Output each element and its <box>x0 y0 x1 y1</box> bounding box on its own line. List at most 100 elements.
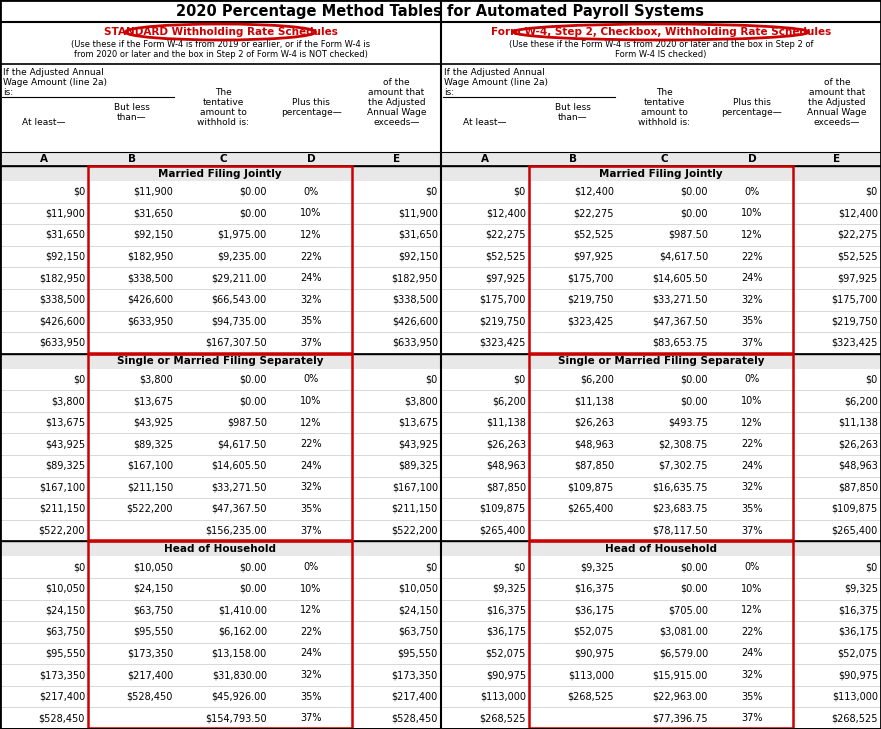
Text: 35%: 35% <box>300 316 322 327</box>
Text: amount that: amount that <box>809 87 865 96</box>
Text: $175,700: $175,700 <box>567 273 614 283</box>
Bar <box>0 542 441 556</box>
Text: 37%: 37% <box>300 338 322 348</box>
Text: $95,550: $95,550 <box>397 649 438 658</box>
Bar <box>0 664 441 686</box>
Text: Wage Amount (line 2a): Wage Amount (line 2a) <box>444 77 548 87</box>
Text: $167,100: $167,100 <box>392 483 438 492</box>
Text: Single or Married Filing Separately: Single or Married Filing Separately <box>117 356 323 366</box>
Text: D: D <box>307 154 315 164</box>
Text: $4,617.50: $4,617.50 <box>218 439 267 449</box>
Text: $705.00: $705.00 <box>668 605 708 615</box>
Text: $13,675: $13,675 <box>398 418 438 428</box>
Text: $95,550: $95,550 <box>133 627 173 637</box>
Bar <box>0 311 441 332</box>
Text: $89,325: $89,325 <box>45 461 85 471</box>
Text: $0: $0 <box>73 375 85 384</box>
Text: 0%: 0% <box>303 562 319 572</box>
Text: $175,700: $175,700 <box>832 295 878 305</box>
Text: $11,900: $11,900 <box>133 187 173 197</box>
Text: $78,117.50: $78,117.50 <box>653 526 708 536</box>
Text: $0: $0 <box>514 187 526 197</box>
Text: of the: of the <box>383 77 410 87</box>
Text: A: A <box>481 154 489 164</box>
Text: 24%: 24% <box>741 461 763 471</box>
Text: $0.00: $0.00 <box>680 584 708 593</box>
Text: A: A <box>40 154 48 164</box>
Text: $14,605.50: $14,605.50 <box>211 461 267 471</box>
Text: $0: $0 <box>426 375 438 384</box>
Text: $97,925: $97,925 <box>485 273 526 283</box>
Text: $0.00: $0.00 <box>240 562 267 572</box>
Text: $522,200: $522,200 <box>127 504 173 514</box>
Text: amount to: amount to <box>640 107 687 117</box>
Text: 35%: 35% <box>741 504 763 514</box>
Text: 0%: 0% <box>744 375 759 384</box>
Text: E: E <box>833 154 840 164</box>
Text: B: B <box>569 154 577 164</box>
Text: amount that: amount that <box>368 87 425 96</box>
Text: amount to: amount to <box>200 107 247 117</box>
Text: 12%: 12% <box>300 230 322 240</box>
Text: $167,100: $167,100 <box>127 461 173 471</box>
Text: 0%: 0% <box>744 562 759 572</box>
Text: $338,500: $338,500 <box>39 295 85 305</box>
Text: 37%: 37% <box>300 526 322 536</box>
Text: $0: $0 <box>866 187 878 197</box>
Text: $36,175: $36,175 <box>574 605 614 615</box>
Bar <box>0 369 441 390</box>
Text: $522,200: $522,200 <box>39 526 85 536</box>
Text: $12,400: $12,400 <box>838 208 878 219</box>
Bar <box>0 498 441 520</box>
Text: $4,617.50: $4,617.50 <box>659 252 708 262</box>
Text: At least—: At least— <box>22 117 66 127</box>
Text: $323,425: $323,425 <box>567 316 614 327</box>
Bar <box>0 289 441 311</box>
Text: $52,075: $52,075 <box>485 649 526 658</box>
Text: 37%: 37% <box>741 526 763 536</box>
Text: $97,925: $97,925 <box>574 252 614 262</box>
Bar <box>441 203 881 224</box>
Text: 10%: 10% <box>300 208 322 219</box>
Text: If the Adjusted Annual: If the Adjusted Annual <box>444 68 544 77</box>
Bar <box>529 354 793 540</box>
Text: $12,400: $12,400 <box>574 187 614 197</box>
Text: $83,653.75: $83,653.75 <box>653 338 708 348</box>
Text: $33,271.50: $33,271.50 <box>211 483 267 492</box>
Text: $219,750: $219,750 <box>832 316 878 327</box>
Text: 12%: 12% <box>300 418 322 428</box>
Text: is:: is: <box>444 87 454 96</box>
Text: $265,400: $265,400 <box>832 526 878 536</box>
Bar <box>441 166 881 181</box>
Text: $6,200: $6,200 <box>580 375 614 384</box>
Text: 35%: 35% <box>741 316 763 327</box>
Text: 12%: 12% <box>741 605 763 615</box>
Bar <box>0 224 441 246</box>
Text: $13,675: $13,675 <box>133 396 173 406</box>
Text: $9,325: $9,325 <box>844 584 878 593</box>
Text: $36,175: $36,175 <box>838 627 878 637</box>
Text: $24,150: $24,150 <box>45 605 85 615</box>
Text: Annual Wage: Annual Wage <box>366 107 426 117</box>
Text: tentative: tentative <box>203 98 244 106</box>
Text: (Use these if the Form W-4 is from 2020 or later and the box in Step 2 of: (Use these if the Form W-4 is from 2020 … <box>508 39 813 49</box>
Text: $338,500: $338,500 <box>127 273 173 283</box>
Text: $6,579.00: $6,579.00 <box>659 649 708 658</box>
Text: $90,975: $90,975 <box>574 649 614 658</box>
Text: $1,410.00: $1,410.00 <box>218 605 267 615</box>
Text: $7,302.75: $7,302.75 <box>658 461 708 471</box>
Text: $52,525: $52,525 <box>838 252 878 262</box>
Text: 22%: 22% <box>741 627 763 637</box>
Bar <box>0 412 441 434</box>
Bar <box>441 578 881 599</box>
Bar <box>441 707 881 729</box>
Text: $14,605.50: $14,605.50 <box>653 273 708 283</box>
Text: $22,275: $22,275 <box>485 230 526 240</box>
Bar <box>441 498 881 520</box>
Text: At least—: At least— <box>463 117 507 127</box>
Text: $48,963: $48,963 <box>838 461 878 471</box>
Text: $182,950: $182,950 <box>127 252 173 262</box>
Text: 37%: 37% <box>741 713 763 723</box>
Text: 32%: 32% <box>741 670 763 680</box>
Text: $528,450: $528,450 <box>392 713 438 723</box>
